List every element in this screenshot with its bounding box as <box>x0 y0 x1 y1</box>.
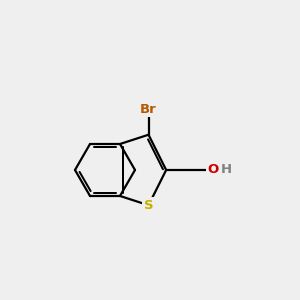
Text: O: O <box>208 164 219 176</box>
Text: S: S <box>144 199 153 212</box>
Text: Br: Br <box>140 103 157 116</box>
Text: H: H <box>220 164 231 176</box>
